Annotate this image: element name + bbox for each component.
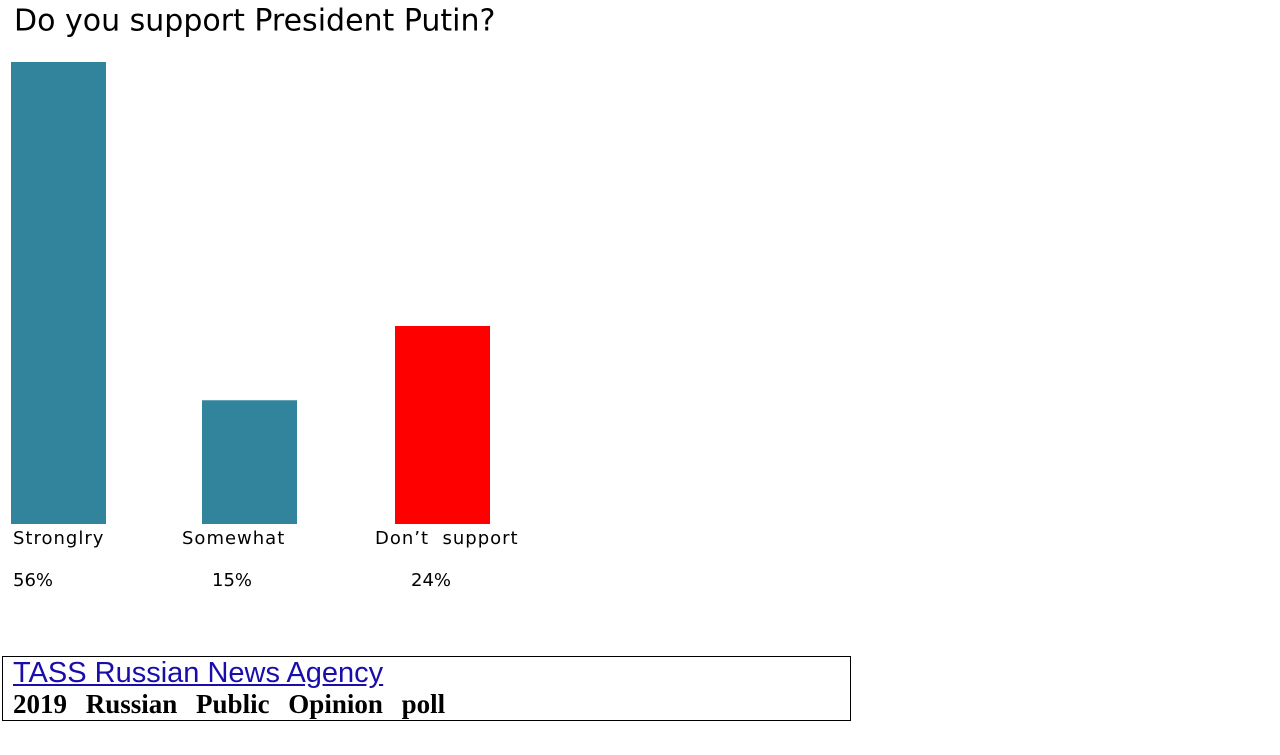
bar — [395, 326, 490, 524]
category-label: Stronglry — [13, 528, 104, 549]
category-label: Somewhat — [182, 528, 285, 549]
value-label: 56% — [13, 570, 53, 591]
chart: Do you support President Putin? Stronglr… — [11, 4, 519, 591]
chart-title: Do you support President Putin? — [14, 4, 495, 39]
bar — [11, 62, 106, 524]
value-label: 24% — [411, 570, 451, 591]
source-box: TASS Russian News Agency 2019 Russian Pu… — [2, 656, 851, 721]
source-note: 2019 Russian Public Opinion poll — [13, 689, 446, 719]
value-label: 15% — [212, 570, 252, 591]
bar — [202, 400, 297, 524]
category-label: Don’t support — [375, 528, 519, 549]
source-link[interactable]: TASS Russian News Agency — [13, 657, 384, 689]
